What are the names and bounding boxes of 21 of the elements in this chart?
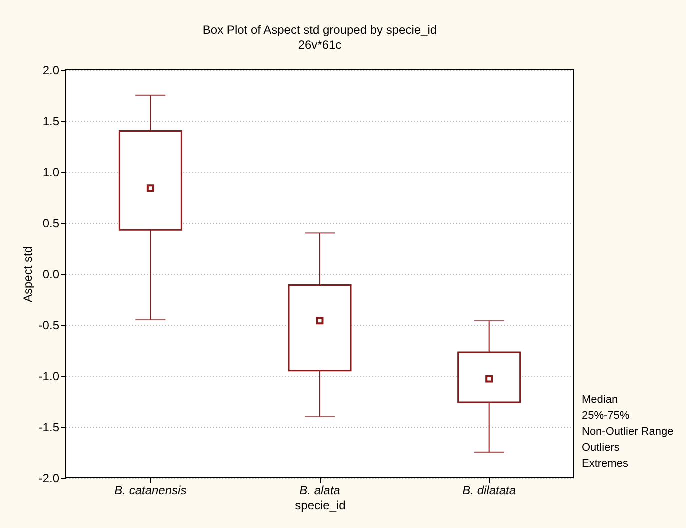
y-tick-label: -2.0: [38, 472, 60, 486]
y-tick-label: -1.0: [38, 370, 60, 384]
y-tick-label: 1.5: [42, 114, 60, 128]
x-tick-label: B. alata: [300, 484, 341, 498]
text: Median: [582, 394, 618, 406]
text: Extremes: [582, 458, 629, 470]
x-tick-label: B. dilatata: [462, 484, 516, 498]
y-tick-label: 0.5: [42, 216, 60, 230]
y-tick-label: 1.0: [42, 166, 60, 180]
x-axis-title: specie_id: [295, 498, 346, 512]
y-tick-label: 2.0: [42, 64, 60, 78]
chart-subtitle: 26v*61c: [298, 38, 342, 52]
y-tick-label: 0.0: [42, 268, 60, 282]
y-tick-label: -1.5: [38, 420, 60, 434]
y-tick-label: -0.5: [38, 318, 60, 332]
text: 25%-75%: [582, 410, 630, 422]
text: Outliers: [582, 442, 620, 454]
y-axis-title: Aspect std: [20, 246, 35, 303]
x-tick-label: B. catanensis: [114, 484, 187, 498]
chart-title: Box Plot of Aspect std grouped by specie_id: [202, 23, 438, 37]
text: Non-Outlier Range: [582, 426, 674, 438]
